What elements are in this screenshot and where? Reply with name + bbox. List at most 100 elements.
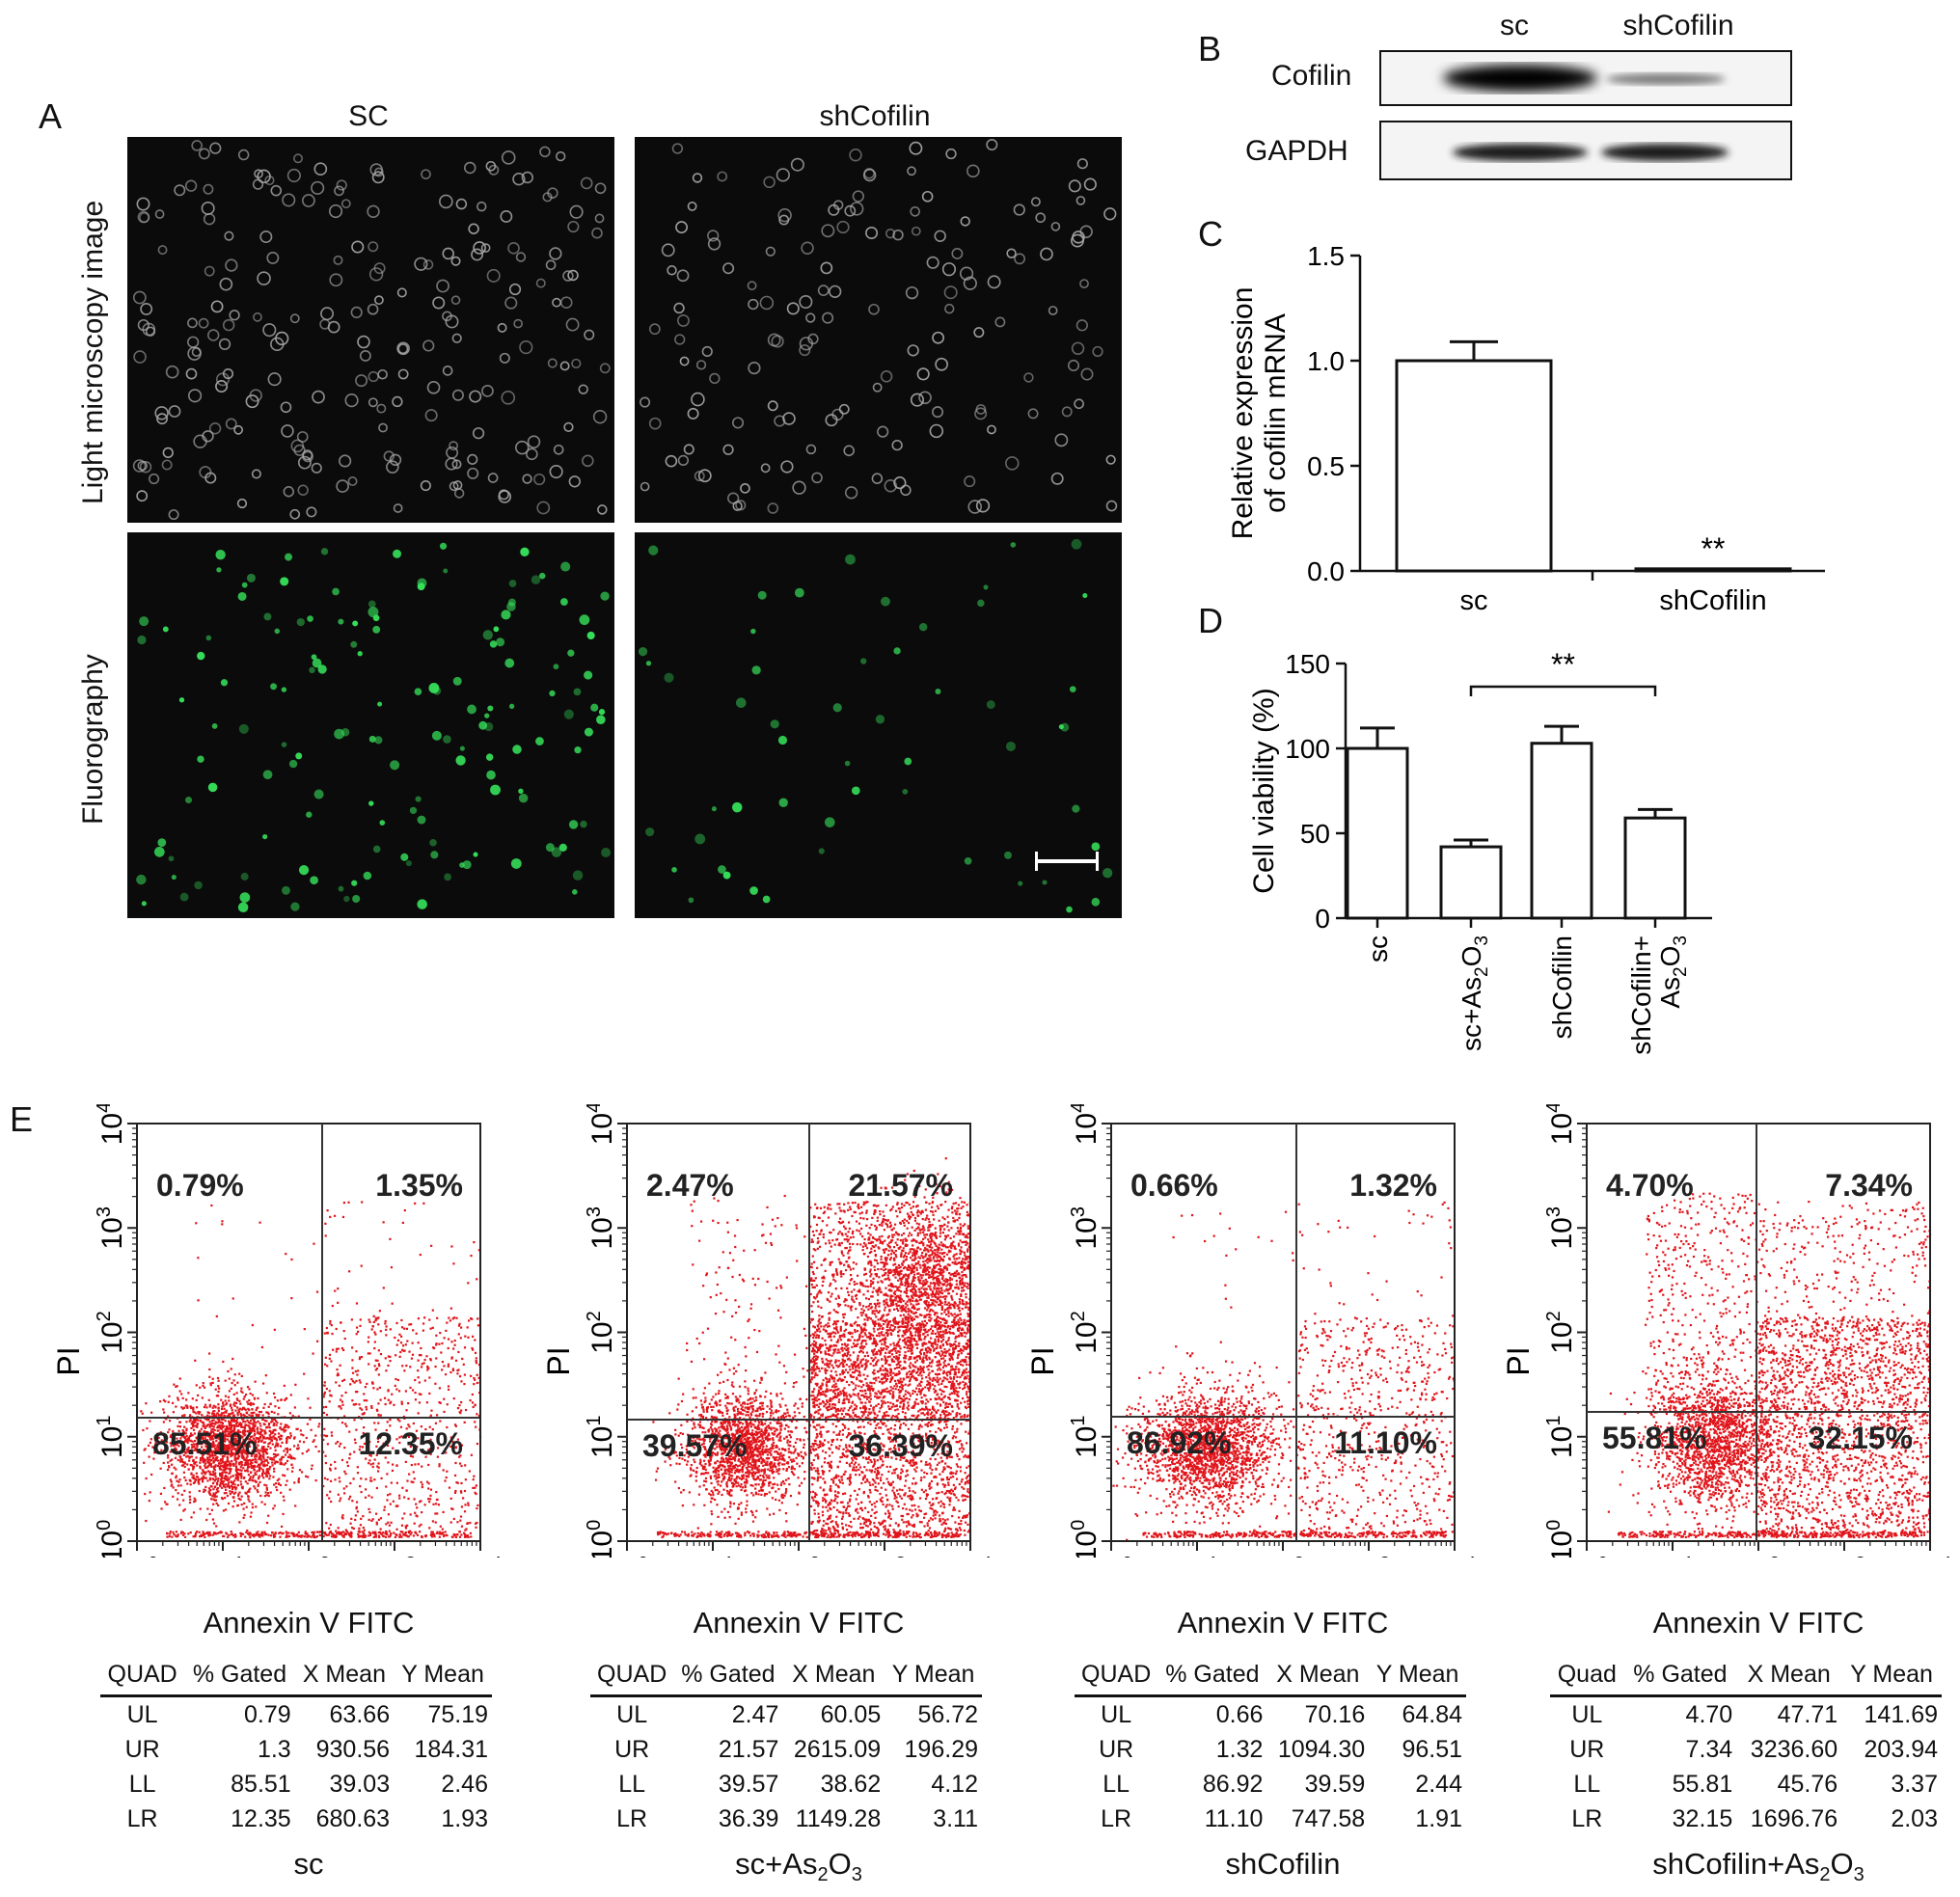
svg-text:104: 104: [94, 1104, 128, 1145]
y-tick-label: 104: [94, 1104, 128, 1145]
scatter-points: [1112, 1201, 1456, 1541]
y-tick-label: 101: [1543, 1416, 1578, 1459]
table-cell: UL: [126, 1701, 158, 1728]
svg-text:sc: sc: [1363, 935, 1393, 962]
x-axis-label: Annexin V FITC: [1652, 1606, 1865, 1640]
y-tick-label: 0.5: [1307, 451, 1345, 481]
lane-label-sc: sc: [1500, 10, 1529, 41]
table-row: LR 32.15 1696.76 2.03: [1550, 1802, 1942, 1836]
x-tick-label: 103: [863, 1554, 907, 1558]
y-tick-label: 102: [94, 1311, 128, 1354]
y-tick-label: 0.0: [1307, 556, 1345, 586]
table-row: LL 39.57 38.62 4.12: [590, 1767, 982, 1802]
table-header: Y Mean: [885, 1661, 982, 1697]
table-cell: 64.84: [1402, 1701, 1462, 1728]
bar-sc: [1395, 359, 1553, 573]
table-header: QUAD: [100, 1661, 185, 1697]
x-tick-label: 104: [1909, 1554, 1952, 1558]
y-tick-label: 50: [1300, 819, 1330, 849]
table-cell: LL: [1102, 1771, 1130, 1798]
table-header: % Gated: [184, 1661, 295, 1697]
table-cell: 39.03: [329, 1771, 391, 1798]
x-tick-label: 103: [1823, 1554, 1866, 1558]
table-cell: UL: [616, 1701, 648, 1728]
bar: [1530, 742, 1593, 920]
table-row: UL 2.47 60.05 56.72: [590, 1696, 982, 1733]
table-row: UL 0.66 70.16 64.84: [1075, 1696, 1466, 1733]
chart-c-relative-expression: 0.0 0.5 1.0 1.5 sc shCofilin ** Relative expres…: [1227, 241, 1825, 616]
x-tick-label: 103: [373, 1554, 417, 1558]
sample-title: shCofilin: [1225, 1847, 1341, 1881]
y-axis-label: PI: [1025, 1346, 1060, 1375]
table-cell: 39.57: [718, 1771, 779, 1798]
table-row: UR 1.32 1094.30 96.51: [1075, 1732, 1466, 1767]
table-header: Y Mean: [394, 1661, 492, 1697]
stats-table: QUAD% Gated X Mean Y Mean UL 0.79 63.66 75.19 U…: [100, 1661, 492, 1836]
y-tick-label: 101: [584, 1416, 618, 1459]
y-tick-label: 103: [94, 1206, 128, 1250]
table-cell: 203.94: [1864, 1736, 1938, 1763]
quadrant-ll-percent: 85.51%: [152, 1426, 258, 1461]
micrograph-sc-fluorescence: [127, 532, 614, 918]
x-tick-label: sc+As2O3: [1456, 935, 1492, 1051]
x-tick-label: sc: [1460, 585, 1488, 616]
x-tick-label: 101: [692, 1554, 735, 1558]
y-tick-label: 104: [1543, 1104, 1578, 1145]
x-tick-label: 102: [1737, 1554, 1781, 1558]
table-cell: 1.3: [257, 1736, 291, 1763]
svg-text:shCofilin+: shCofilin+: [1626, 935, 1656, 1055]
table-cell: LR: [126, 1805, 158, 1832]
x-tick-label: 101: [1176, 1554, 1219, 1558]
y-tick-label: 150: [1285, 649, 1330, 679]
table-header: Y Mean: [1841, 1661, 1942, 1697]
table-header: Y Mean: [1369, 1661, 1466, 1697]
quadrant-lr-percent: 11.10%: [1334, 1425, 1437, 1460]
x-tick-label: 104: [459, 1554, 503, 1558]
table-cell: 39.59: [1304, 1771, 1366, 1798]
table-cell: 85.51: [231, 1771, 291, 1798]
table-cell: 86.92: [1202, 1771, 1264, 1798]
table-cell: LL: [618, 1771, 646, 1798]
panel-label-d: D: [1198, 601, 1223, 640]
panel-label-a: A: [39, 96, 63, 136]
quadrant-lr-percent: 36.39%: [848, 1428, 953, 1463]
quadrant-ur-percent: 21.57%: [848, 1168, 953, 1203]
table-cell: 55.81: [1672, 1771, 1733, 1798]
bar: [1623, 816, 1687, 920]
table-cell: LR: [1571, 1805, 1603, 1832]
table-row: UL 0.79 63.66 75.19: [100, 1696, 492, 1733]
table-header: % Gated: [1623, 1661, 1737, 1697]
table-cell: 680.63: [315, 1805, 391, 1832]
table-header: Quad: [1550, 1661, 1624, 1697]
scatter-points: [1607, 1192, 1932, 1542]
y-tick-label: 100: [1068, 1520, 1102, 1558]
table-cell: UR: [1099, 1736, 1134, 1763]
table-cell: 63.66: [329, 1701, 391, 1728]
y-tick-label: 100: [584, 1520, 618, 1558]
quadrant-ll-percent: 86.92%: [1127, 1425, 1232, 1460]
quadrant-ur-percent: 7.34%: [1825, 1168, 1913, 1203]
table-header: QUAD: [590, 1661, 674, 1697]
blot-label-gapdh: GAPDH: [1245, 135, 1348, 167]
table-cell: 60.05: [820, 1701, 882, 1728]
table-cell: 1.93: [441, 1805, 488, 1832]
quadrant-ur-percent: 1.35%: [375, 1168, 463, 1203]
table-row: LL 55.81 45.76 3.37: [1550, 1767, 1942, 1802]
panel-label-b: B: [1198, 29, 1222, 68]
y-tick-label: 100: [94, 1520, 128, 1558]
row-label-light-microscopy: Light microscopy image: [77, 200, 109, 504]
table-header: X Mean: [294, 1661, 395, 1697]
table-cell: UL: [1101, 1701, 1132, 1728]
significance-mark: **: [1551, 647, 1575, 682]
x-tick-label: 102: [287, 1554, 331, 1558]
table-cell: 36.39: [718, 1805, 779, 1832]
significance-mark: **: [1701, 531, 1726, 566]
micrograph-shcofilin-light: [635, 137, 1122, 523]
quadrant-ll-percent: 39.57%: [642, 1428, 748, 1463]
svg-text:101: 101: [94, 1416, 128, 1459]
scale-bar: [1035, 859, 1099, 863]
x-tick-label: 103: [1348, 1554, 1391, 1558]
table-cell: 56.72: [917, 1701, 978, 1728]
table-cell: LL: [128, 1771, 156, 1798]
table-row: LR 12.35 680.63 1.93: [100, 1802, 492, 1836]
